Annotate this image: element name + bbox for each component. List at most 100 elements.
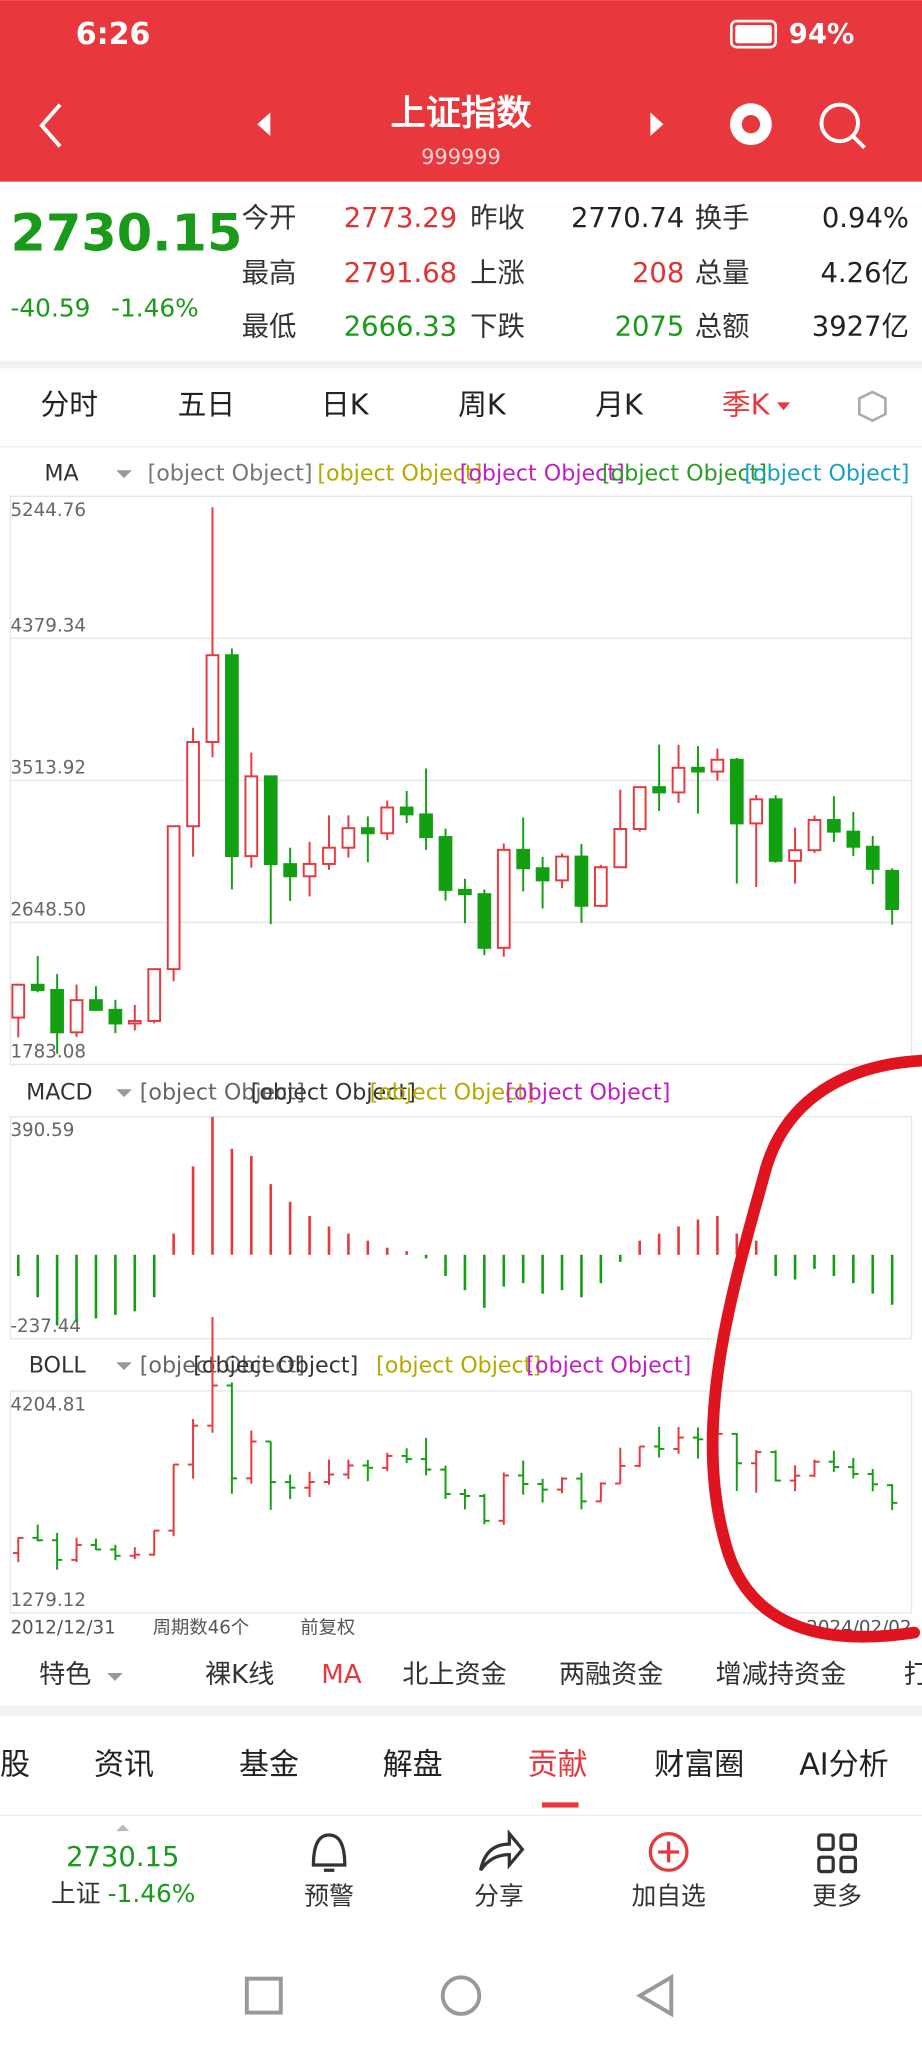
action-label[interactable]: 预警 bbox=[304, 1882, 354, 1911]
indicator-tab[interactable]: 北上资金 bbox=[402, 1660, 506, 1690]
period-tab[interactable]: 周K bbox=[458, 387, 507, 421]
action-label[interactable]: 分享 bbox=[474, 1882, 524, 1911]
field-label: 总额 bbox=[695, 311, 750, 342]
bottom-price: 2730.15 bbox=[66, 1842, 179, 1873]
alert-icon[interactable] bbox=[311, 1833, 347, 1872]
indicator-tab[interactable]: 打 bbox=[904, 1660, 922, 1690]
share-icon[interactable] bbox=[478, 1829, 525, 1872]
candle-body bbox=[671, 766, 686, 794]
candle-body bbox=[496, 848, 511, 949]
status-time: 6:26 bbox=[76, 17, 151, 52]
candle-body bbox=[827, 818, 841, 833]
recent-button[interactable] bbox=[244, 1976, 283, 2015]
add-icon[interactable] bbox=[648, 1832, 689, 1872]
period-tab[interactable]: 分时 bbox=[40, 387, 97, 421]
indicator-name[interactable]: MA bbox=[44, 461, 78, 487]
candle-body bbox=[710, 758, 725, 773]
indicator-value: [object Object] bbox=[460, 461, 625, 487]
candle-body bbox=[846, 830, 861, 848]
prev-button[interactable] bbox=[257, 112, 271, 136]
macd-frame bbox=[9, 1116, 913, 1340]
candle-body bbox=[574, 855, 589, 907]
candle-body bbox=[788, 849, 802, 862]
y-tick-label: 4379.34 bbox=[10, 616, 86, 637]
field-value: 0.94% bbox=[822, 203, 909, 234]
candle-body bbox=[147, 968, 162, 1022]
adjust-mode: 前复权 bbox=[300, 1618, 355, 1639]
indicator-tab[interactable]: 特色 bbox=[39, 1660, 91, 1690]
nav-tab[interactable]: 财富圈 bbox=[654, 1747, 744, 1782]
candle-body bbox=[632, 786, 647, 830]
period-tab[interactable]: 五日 bbox=[178, 387, 235, 421]
y-tick-label: 1279.12 bbox=[10, 1590, 86, 1611]
quote-price: 2730.15 bbox=[10, 205, 242, 264]
quote-percent: -1.46% bbox=[111, 294, 199, 323]
header-title: 上证指数 bbox=[391, 93, 533, 134]
nav-underline bbox=[541, 1802, 579, 1808]
divider bbox=[0, 360, 922, 369]
indicator-name[interactable]: MACD bbox=[26, 1080, 93, 1106]
back-nav-button[interactable] bbox=[636, 1973, 674, 2018]
period-tab[interactable]: 日K bbox=[321, 387, 370, 421]
candle-body bbox=[865, 845, 880, 870]
nav-tab[interactable]: 资讯 bbox=[94, 1747, 154, 1782]
indicator-tab[interactable]: 增减持资金 bbox=[716, 1660, 847, 1690]
candle-body bbox=[613, 828, 628, 869]
battery-level bbox=[735, 24, 772, 44]
field-label: 最低 bbox=[242, 311, 297, 342]
indicator-tab[interactable]: 裸K线 bbox=[205, 1660, 274, 1690]
action-label[interactable]: 加自选 bbox=[631, 1882, 705, 1911]
indicator-value: [object Object] bbox=[193, 1353, 358, 1379]
field-value: 2770.74 bbox=[571, 203, 684, 234]
indicator-headers: MA [object Object] [object Object][object … bbox=[26, 461, 909, 1379]
bottom-actions: 预警 分享 加自选 更多 bbox=[304, 1882, 862, 1911]
settings-button[interactable] bbox=[858, 390, 887, 423]
field-value: 4.26亿 bbox=[821, 258, 909, 289]
indicator-caret bbox=[116, 1089, 132, 1098]
home-button[interactable] bbox=[440, 1975, 482, 2016]
next-button[interactable] bbox=[650, 112, 664, 136]
more-icon[interactable] bbox=[817, 1833, 858, 1874]
action-label[interactable]: 更多 bbox=[812, 1882, 862, 1911]
nav-tabs: 股 资讯 基金 解盘 贡献 财富圈 AI分析 bbox=[0, 1747, 889, 1782]
charts: 5244.76 4379.34 3513.92 2648.50 1783.08 390.5… bbox=[10, 495, 912, 1614]
candle-body bbox=[69, 999, 84, 1034]
tab-caret bbox=[107, 1673, 123, 1681]
indicator-value: [object Object] bbox=[251, 1080, 416, 1106]
search-button[interactable] bbox=[819, 102, 860, 144]
nav-tab[interactable]: 基金 bbox=[239, 1747, 299, 1782]
divider bbox=[0, 1705, 922, 1717]
candle-body bbox=[341, 827, 356, 849]
field-value: 2666.33 bbox=[344, 311, 457, 342]
indicator-tab[interactable]: MA bbox=[321, 1660, 362, 1690]
indicator-tab[interactable]: 两融资金 bbox=[559, 1660, 663, 1690]
back-button[interactable] bbox=[39, 103, 62, 148]
nav-tab[interactable]: 解盘 bbox=[383, 1747, 443, 1782]
y-tick-label: 2648.50 bbox=[10, 900, 86, 921]
candle-body bbox=[225, 654, 239, 858]
indicator-name[interactable]: BOLL bbox=[29, 1353, 87, 1379]
nav-tab[interactable]: AI分析 bbox=[799, 1747, 888, 1782]
field-value: 2791.68 bbox=[344, 258, 457, 289]
y-tick-label: 1783.08 bbox=[10, 1042, 86, 1063]
nav-tab[interactable]: 贡献 bbox=[528, 1747, 588, 1782]
bottom-percent: -1.46% bbox=[108, 1879, 196, 1908]
candle-body bbox=[205, 654, 220, 744]
indicator-value: [object Object] bbox=[317, 461, 482, 487]
annotation-circle bbox=[706, 1054, 922, 1643]
candle-body bbox=[399, 806, 414, 816]
start-date: 2012/12/31 bbox=[10, 1618, 115, 1639]
candle-body bbox=[516, 848, 531, 870]
candle-body bbox=[166, 825, 181, 971]
battery-icon bbox=[730, 19, 778, 49]
candle-body bbox=[885, 869, 900, 911]
quote-change: -40.59 bbox=[10, 294, 90, 323]
nav-tab[interactable]: 股 bbox=[0, 1747, 30, 1782]
candle-body bbox=[691, 766, 705, 773]
expand-icon bbox=[116, 1824, 130, 1832]
period-tab[interactable]: 季K bbox=[722, 387, 771, 421]
period-tab[interactable]: 月K bbox=[595, 387, 644, 421]
candle-body bbox=[108, 1008, 123, 1025]
